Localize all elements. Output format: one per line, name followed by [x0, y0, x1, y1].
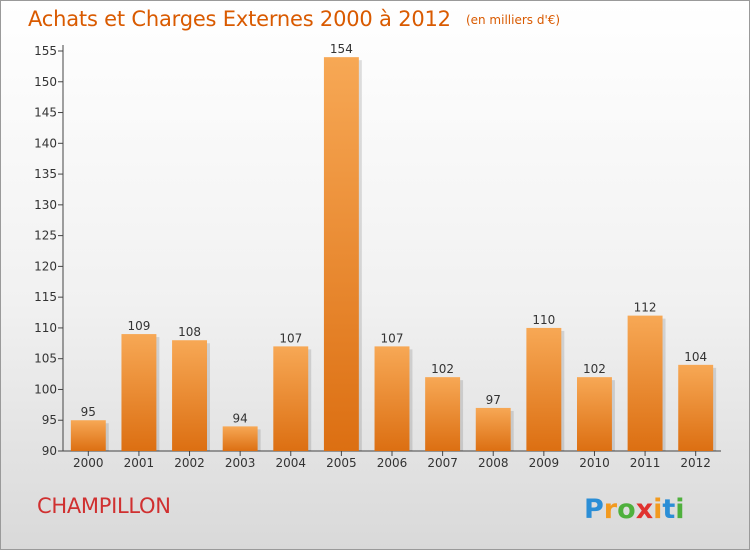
x-tick-label: 2005: [326, 456, 357, 470]
chart-title: Achats et Charges Externes 2000 à 2012: [28, 7, 451, 31]
bar-value-label: 109: [127, 319, 150, 333]
x-tick-label: 2003: [225, 456, 256, 470]
bar-value-label: 94: [233, 411, 248, 425]
bar-value-label: 107: [381, 331, 404, 345]
chart-axes: 90 95 100 105 110 115 120 125 130 135 140 145 150 155…: [34, 44, 721, 470]
y-tick-label: 100: [34, 382, 57, 396]
y-tick-label: 155: [34, 44, 57, 58]
x-tick-label: 2001: [124, 456, 155, 470]
chart-bars: 95 109 108 94 107 154 107 102 97 110 102 112 104: [70, 42, 717, 452]
y-tick-label: 90: [42, 444, 57, 458]
x-tick-label: 2009: [529, 456, 560, 470]
x-tick-label: 2012: [680, 456, 711, 470]
y-tick-label: 130: [34, 198, 57, 212]
bar-value-label: 110: [532, 313, 555, 327]
y-tick-label: 145: [34, 106, 57, 120]
title-block: Achats et Charges Externes 2000 à 2012 (…: [28, 7, 560, 31]
proxiti-logo: Proxiti: [584, 494, 685, 525]
bar-value-label: 95: [81, 405, 96, 419]
bar: [425, 377, 461, 451]
bar: [172, 340, 208, 451]
x-tick-label: 2004: [275, 456, 306, 470]
y-tick-label: 95: [42, 413, 57, 427]
svg-text:Proxiti: Proxiti: [584, 494, 685, 525]
y-tick-label: 105: [34, 352, 57, 366]
bar: [475, 407, 511, 451]
x-tick-label: 2000: [73, 456, 104, 470]
bar-value-label: 107: [279, 331, 302, 345]
bar-value-label: 154: [330, 42, 353, 56]
y-tick-label: 120: [34, 259, 57, 273]
bar: [678, 364, 714, 451]
bar-value-label: 102: [431, 362, 454, 376]
bar: [273, 346, 309, 451]
x-tick-label: 2008: [478, 456, 509, 470]
y-tick-label: 140: [34, 136, 57, 150]
bar-value-label: 102: [583, 362, 606, 376]
bar-value-label: 104: [684, 350, 707, 364]
bar: [121, 334, 157, 451]
bar-value-label: 112: [634, 301, 657, 315]
bar: [526, 327, 562, 451]
x-tick-label: 2011: [630, 456, 661, 470]
commune-name: CHAMPILLON: [37, 494, 171, 518]
y-tick-label: 150: [34, 75, 57, 89]
bar-value-label: 108: [178, 325, 201, 339]
y-tick-label: 125: [34, 229, 57, 243]
y-tick-label: 135: [34, 167, 57, 181]
bar: [627, 315, 663, 451]
bar: [323, 57, 359, 452]
y-tick-label: 115: [34, 290, 57, 304]
chart-unit-label: (en milliers d'€): [465, 13, 561, 27]
bar: [70, 420, 106, 451]
bar: [374, 346, 410, 451]
x-tick-label: 2007: [427, 456, 458, 470]
bar: [576, 377, 612, 451]
bar: [222, 426, 258, 451]
x-tick-label: 2006: [377, 456, 408, 470]
y-tick-label: 110: [34, 321, 57, 335]
bar-value-label: 97: [486, 393, 501, 407]
x-tick-label: 2010: [579, 456, 610, 470]
x-tick-label: 2002: [174, 456, 205, 470]
